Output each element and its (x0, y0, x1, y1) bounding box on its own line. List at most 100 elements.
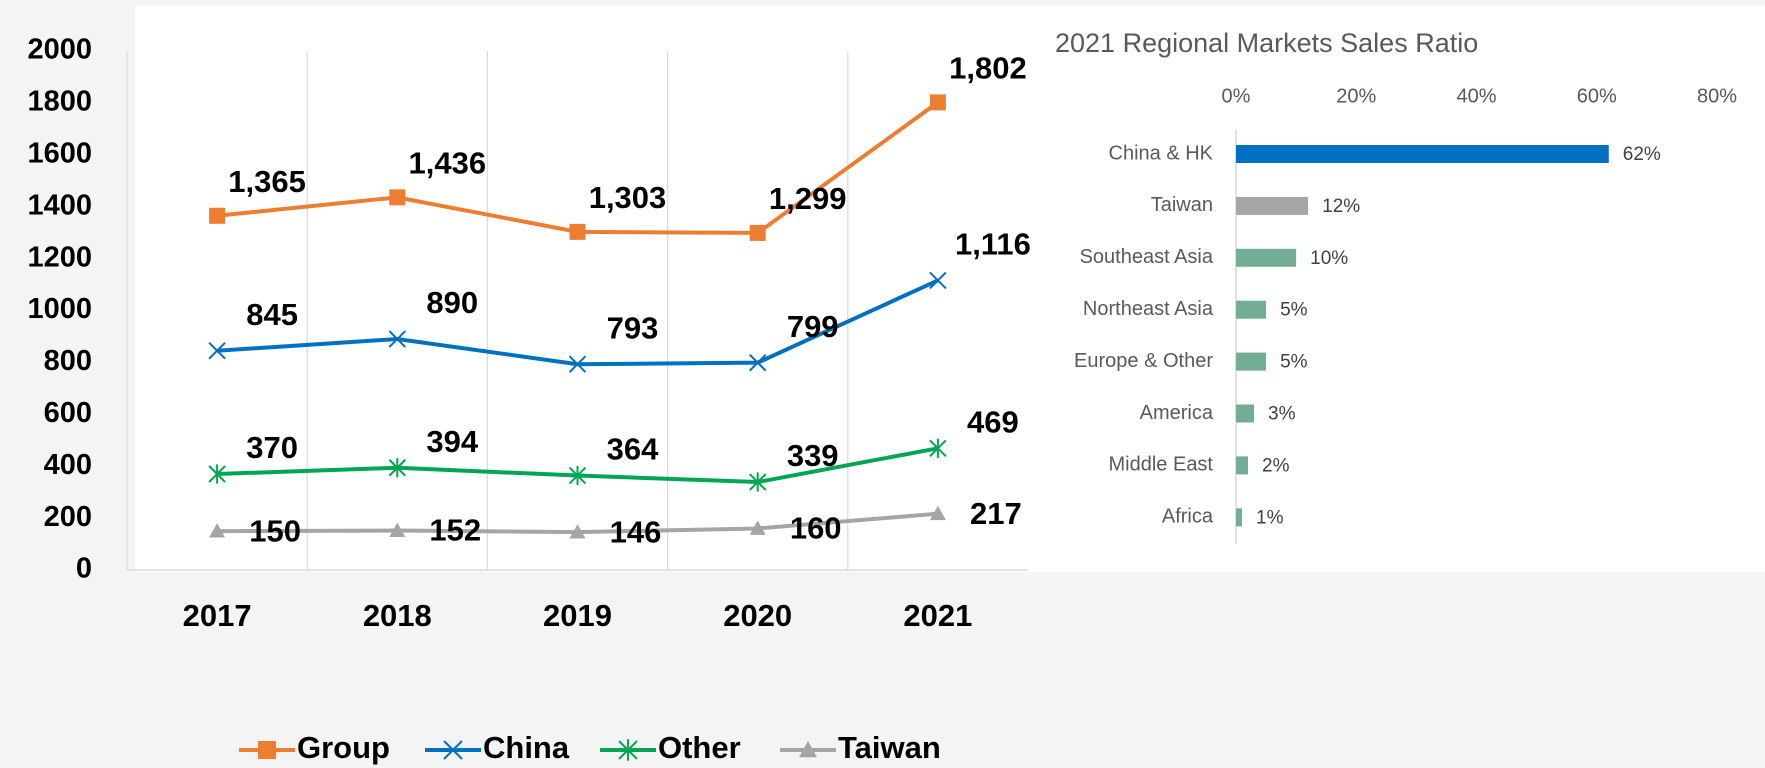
bar (1236, 145, 1609, 163)
marker (929, 438, 947, 458)
data-label: 799 (787, 309, 839, 344)
category-label: America (1140, 402, 1214, 424)
marker-part (208, 464, 226, 484)
data-label: 339 (787, 438, 839, 473)
marker-part (799, 741, 817, 758)
marker (568, 355, 587, 373)
marker (618, 739, 638, 761)
x-tick-label: 20% (1336, 85, 1376, 107)
marker-part (929, 94, 946, 111)
y-tick-label: 600 (44, 397, 92, 429)
marker-part (258, 741, 276, 759)
data-label: 890 (426, 285, 478, 320)
marker (389, 189, 406, 206)
marker-part (388, 458, 407, 478)
marker-part (749, 224, 766, 241)
x-tick-label: 2017 (183, 598, 252, 633)
data-label: 160 (790, 511, 842, 546)
category-label: Southeast Asia (1080, 246, 1214, 268)
marker (568, 465, 587, 486)
legend-label: Group (297, 730, 390, 765)
marker-part (568, 355, 587, 373)
data-label: 1,116 (955, 227, 1031, 262)
legend-label: China (483, 730, 570, 765)
marker (388, 330, 407, 348)
y-tick-label: 0 (76, 553, 92, 585)
marker (929, 271, 947, 290)
data-label: 1,303 (589, 180, 667, 215)
x-tick-label: 2018 (363, 598, 432, 633)
marker-part (209, 523, 226, 538)
x-tick-label: 2021 (903, 598, 972, 633)
data-label: 150 (249, 513, 301, 548)
marker (208, 342, 226, 360)
data-label: 10% (1310, 248, 1348, 269)
category-label: Europe & Other (1074, 350, 1213, 372)
x-tick-label: 40% (1456, 85, 1496, 107)
data-label: 1,365 (228, 164, 306, 199)
data-label: 5% (1280, 352, 1308, 373)
data-label: 845 (246, 297, 298, 332)
data-label: 146 (610, 514, 662, 549)
marker (799, 741, 817, 758)
category-label: Africa (1162, 506, 1214, 528)
panel (135, 6, 1765, 572)
marker-part (209, 207, 226, 224)
marker (569, 223, 586, 240)
marker (258, 741, 276, 759)
marker-part (443, 740, 463, 760)
marker (389, 522, 406, 537)
marker-part (929, 438, 947, 458)
bar (1236, 352, 1267, 371)
marker (209, 207, 226, 224)
data-label: 2% (1262, 455, 1290, 476)
marker-part (748, 472, 767, 492)
category-label: China & HK (1109, 142, 1214, 164)
marker (929, 505, 946, 521)
y-tick-label: 200 (44, 501, 92, 533)
data-label: 793 (607, 310, 659, 345)
data-label: 152 (429, 513, 481, 548)
y-tick-label: 1000 (27, 293, 92, 325)
data-label: 217 (970, 496, 1022, 531)
data-label: 1,299 (769, 181, 847, 216)
y-tick-label: 1200 (27, 241, 92, 273)
marker-part (929, 505, 946, 521)
bar (1236, 508, 1243, 527)
data-label: 3% (1268, 404, 1296, 425)
marker-part (929, 271, 947, 290)
marker-part (389, 189, 406, 206)
marker (388, 458, 407, 478)
x-tick-label: 2020 (723, 598, 792, 633)
marker (443, 740, 463, 760)
x-tick-label: 80% (1697, 85, 1737, 107)
data-label: 370 (246, 430, 298, 465)
marker-part (208, 342, 226, 360)
data-label: 364 (607, 432, 659, 467)
marker (748, 353, 767, 372)
data-label: 469 (967, 404, 1019, 439)
y-tick-label: 800 (44, 345, 92, 377)
legend-label: Taiwan (838, 730, 941, 765)
y-tick-label: 1800 (27, 86, 92, 118)
y-tick-label: 2000 (27, 34, 92, 66)
data-label: 62% (1623, 144, 1661, 165)
marker-part (568, 465, 587, 486)
data-label: 1% (1256, 507, 1284, 528)
marker-part (748, 353, 767, 372)
category-label: Taiwan (1151, 194, 1213, 216)
bar (1236, 456, 1249, 475)
legend-label: Other (658, 730, 741, 765)
category-label: Northeast Asia (1083, 298, 1214, 320)
y-tick-label: 1400 (27, 189, 92, 221)
data-label: 5% (1280, 300, 1308, 321)
marker-part (389, 522, 406, 537)
y-tick-label: 1600 (27, 137, 92, 169)
marker (748, 472, 767, 492)
data-label: 12% (1322, 196, 1360, 217)
marker (749, 520, 766, 535)
bar (1236, 248, 1297, 267)
marker (929, 94, 946, 111)
marker-part (388, 330, 407, 348)
marker (209, 523, 226, 538)
